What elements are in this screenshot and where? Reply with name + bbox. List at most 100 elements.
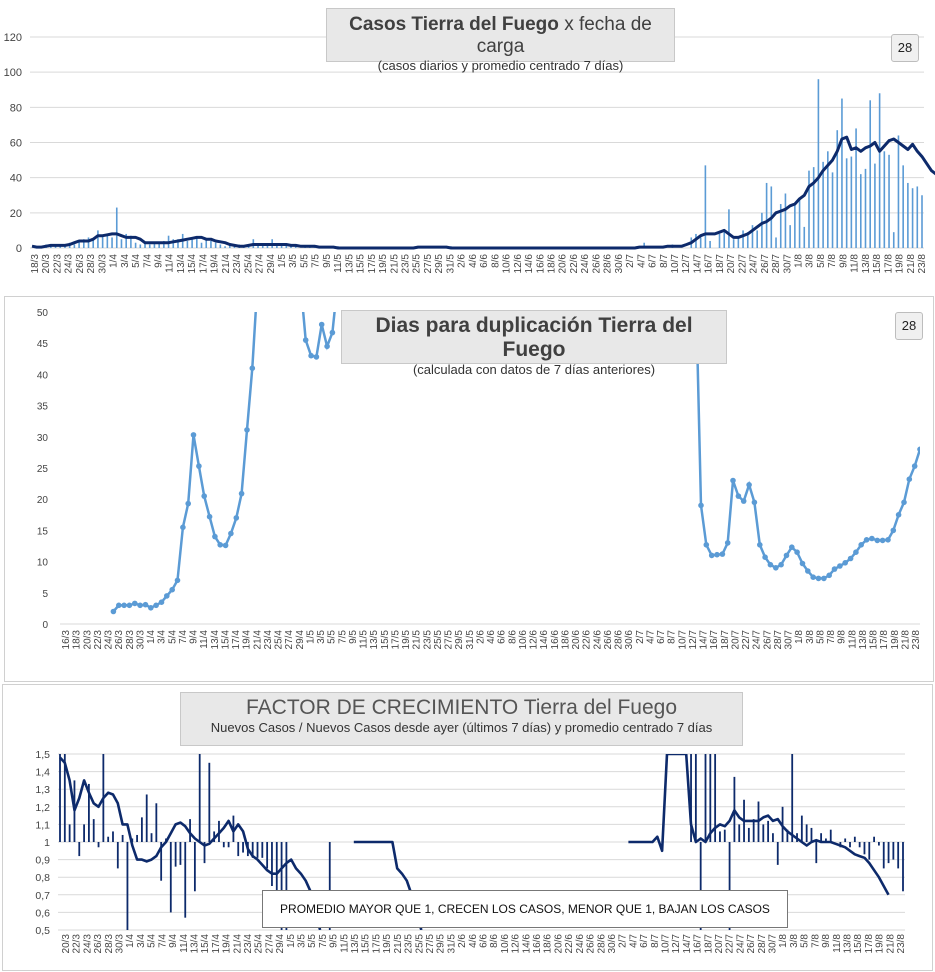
x-tick-label: 4/6 <box>486 630 497 644</box>
x-tick-label: 14/6 <box>521 934 532 954</box>
x-tick-label: 28/7 <box>771 254 782 274</box>
x-tick-label: 17/8 <box>883 254 894 274</box>
doubling-chart-panel: 0 5 10 15 20 25 30 35 40 45 50 16/3 18/3 20/3 22/3 24/3… <box>0 296 935 682</box>
doubling-point <box>799 560 806 567</box>
y-tick-label: 0,9 <box>35 855 50 867</box>
x-tick-label: 15/8 <box>872 254 883 274</box>
doubling-point <box>783 552 790 559</box>
x-tick-label: 17/8 <box>879 630 890 650</box>
cases-chart-panel: 0 20 40 60 80 100 120 18/3 20/3 22/3 24/3 26/3 28/3 3… <box>0 0 935 290</box>
factor-bar <box>208 762 211 842</box>
case-bar <box>902 165 904 248</box>
x-tick-label: 14/7 <box>692 254 703 274</box>
doubling-point <box>853 549 859 555</box>
factor-bar <box>709 754 712 842</box>
factor-bar <box>78 842 81 857</box>
x-tick-label: 25/4 <box>254 934 265 954</box>
case-bar <box>864 168 867 248</box>
x-tick-label: 10/7 <box>677 630 688 650</box>
doubling-point <box>148 605 154 611</box>
doubling-point <box>869 535 875 542</box>
x-tick-label: 3/4 <box>136 934 147 948</box>
x-tick-label: 7/5 <box>318 934 329 948</box>
y-tick-label: 30 <box>37 433 49 444</box>
factor-bar <box>169 842 172 913</box>
factor-bar <box>136 834 138 842</box>
case-bar <box>82 239 85 248</box>
factor-title-box: FACTOR DE CRECIMIENTO Tierra del Fuego N… <box>180 692 743 746</box>
cases-badge[interactable]: 28 <box>891 34 919 62</box>
doubling-point <box>885 537 891 543</box>
y-tick-label: 20 <box>37 495 49 506</box>
factor-bar <box>800 815 803 842</box>
y-tick-label: 120 <box>4 32 22 44</box>
y-tick-label: 100 <box>4 67 22 79</box>
y-tick-label: 0,7 <box>35 890 50 902</box>
x-tick-label: 9/4 <box>168 934 179 948</box>
x-tick-label: 2/7 <box>635 630 646 644</box>
doubling-badge[interactable]: 28 <box>895 312 923 340</box>
y-tick-label: 1,4 <box>35 767 50 779</box>
x-tick-label: 10/7 <box>660 934 671 954</box>
doubling-point <box>895 512 902 518</box>
x-tick-label: 7/5 <box>311 254 322 268</box>
x-tick-label: 21/4 <box>232 934 243 954</box>
x-tick-label: 9/8 <box>838 254 849 268</box>
x-tick-label: 25/4 <box>243 254 254 274</box>
x-tick-label: 10/6 <box>518 630 529 650</box>
x-tick-label: 18/7 <box>720 630 731 650</box>
doubling-point <box>901 499 907 506</box>
x-tick-label: 9/5 <box>348 630 359 644</box>
factor-bar <box>251 842 254 858</box>
x-tick-label: 10/7 <box>670 254 681 274</box>
doubling-point <box>190 432 197 438</box>
factor-bar <box>791 754 794 842</box>
y-tick-label: 25 <box>37 464 49 475</box>
x-tick-label: 19/8 <box>890 630 901 650</box>
x-tick-label: 14/6 <box>524 254 535 274</box>
x-tick-label: 21/5 <box>389 254 400 274</box>
x-tick-label: 6/7 <box>656 630 667 644</box>
case-bar <box>134 242 137 248</box>
x-tick-label: 24/6 <box>575 934 586 954</box>
doubling-point <box>821 575 827 582</box>
case-bar <box>224 246 226 248</box>
x-tick-label: 26/7 <box>760 254 771 274</box>
x-tick-label: 1/8 <box>778 934 789 948</box>
x-tick-label: 9/8 <box>821 934 832 948</box>
x-tick-label: 22/3 <box>72 934 83 954</box>
x-tick-label: 4/7 <box>636 254 647 268</box>
case-bar <box>172 239 175 248</box>
case-bar <box>803 226 806 248</box>
factor-bar <box>112 831 114 842</box>
factor-bar <box>902 842 904 892</box>
y-tick-label: 15 <box>37 526 49 537</box>
case-bar <box>897 135 900 248</box>
factor-bar <box>174 842 177 867</box>
factor-bar <box>897 842 900 869</box>
case-bar <box>732 239 735 248</box>
x-tick-label: 16/7 <box>709 630 720 650</box>
doubling-title-box: Dias para duplicación Tierra del Fuego (… <box>341 310 727 377</box>
case-bar <box>751 225 754 248</box>
x-tick-label: 19/5 <box>401 630 412 650</box>
x-tick-label: 26/3 <box>114 630 125 650</box>
x-tick-label: 26/6 <box>603 630 614 650</box>
x-tick-label: 3/4 <box>157 630 168 644</box>
factor-bar <box>690 754 692 842</box>
case-bar <box>186 240 189 248</box>
doubling-point <box>222 542 229 549</box>
case-bar <box>196 237 198 248</box>
doubling-point <box>308 352 314 359</box>
x-tick-label: 1/5 <box>286 934 297 948</box>
doubling-point <box>324 343 330 350</box>
factor-bar <box>820 833 823 842</box>
doubling-point <box>762 554 768 560</box>
doubling-point <box>757 542 763 548</box>
case-bar <box>120 239 123 248</box>
x-tick-label: 12/7 <box>688 630 699 650</box>
doubling-point <box>767 561 774 568</box>
x-tick-label: 11/8 <box>847 630 858 649</box>
x-tick-label: 24/7 <box>752 630 763 650</box>
factor-chart-panel: 0,5 0,6 0,7 0,8 0,9 1 1,1 1,2 1,3 1,4 1,5 20/3 22/3 2… <box>0 684 935 972</box>
